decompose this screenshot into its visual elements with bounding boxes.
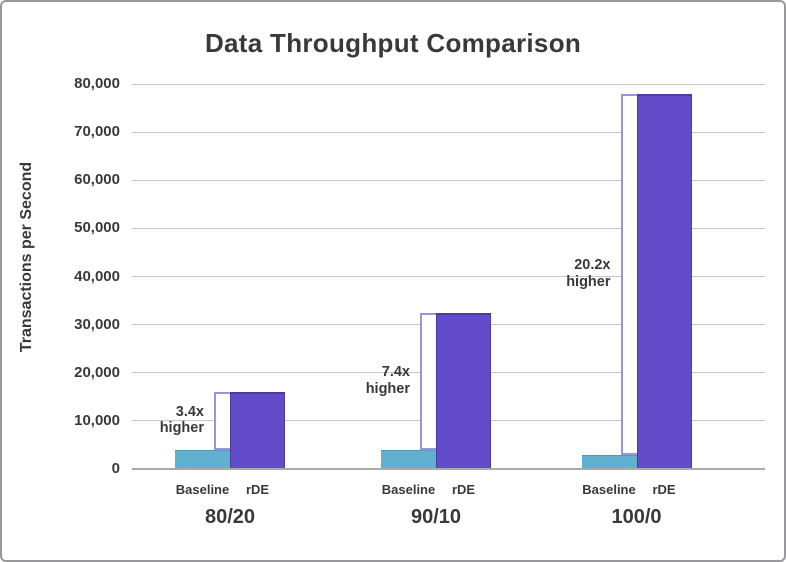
y-tick-label: 30,000	[74, 315, 120, 333]
chart-title: Data Throughput Comparison	[204, 28, 582, 58]
y-tick-label: 0	[111, 460, 120, 477]
ratio-annotation-line: 7.4x	[381, 364, 410, 381]
y-tick-label: 50,000	[74, 219, 120, 237]
bar-label-baseline: Baseline	[175, 482, 230, 497]
plot-area: Baseline rDE 80/20 3.4x higher Baseline rDE 90/…	[132, 83, 765, 528]
rde-bar	[436, 312, 491, 469]
baseline-bar	[581, 454, 637, 469]
ratio-annotation: 20.2x higher	[566, 257, 610, 290]
y-tick-label: 40,000	[74, 267, 120, 285]
y-tick-label: 10,000	[74, 411, 120, 429]
bar-label-rde: rDE	[451, 482, 476, 497]
baseline-bar	[175, 449, 230, 469]
ratio-annotation-line: 20.2x	[574, 257, 611, 274]
rde-bar	[636, 93, 692, 469]
y-tick-label: 70,000	[74, 123, 120, 141]
ratio-annotation: 7.4x higher	[366, 364, 410, 397]
bar-label-rde: rDE	[245, 482, 270, 497]
ratio-annotation-line: higher	[365, 380, 410, 397]
y-tick-labels: 0 10,000 20,000 30,000 40,000 50,000 60,000 70,…	[2, 2, 132, 560]
category-label: 90/10	[410, 506, 462, 528]
y-tick-label: 20,000	[74, 363, 120, 381]
rde-bar	[230, 392, 285, 469]
y-tick-label: 80,000	[74, 75, 120, 92]
x-axis-line	[132, 468, 765, 470]
y-gridline	[132, 131, 765, 133]
y-gridline	[132, 276, 765, 277]
y-tick-label: 60,000	[74, 171, 120, 189]
bar-label-baseline: Baseline	[582, 482, 636, 497]
ratio-annotation-line: higher	[566, 273, 611, 290]
category-label: 80/20	[204, 506, 256, 528]
ratio-annotation-line: 3.4x	[175, 403, 204, 420]
bar-label-baseline: Baseline	[381, 482, 436, 497]
y-gridline	[132, 227, 765, 229]
ratio-annotation: 3.4x higher	[160, 404, 204, 437]
y-gridline	[132, 83, 765, 85]
y-gridline	[132, 179, 765, 181]
baseline-bar	[381, 449, 436, 469]
ratio-annotation-line: higher	[159, 420, 204, 437]
category-label: 100/0	[611, 506, 662, 528]
bar-label-rde: rDE	[652, 482, 676, 497]
